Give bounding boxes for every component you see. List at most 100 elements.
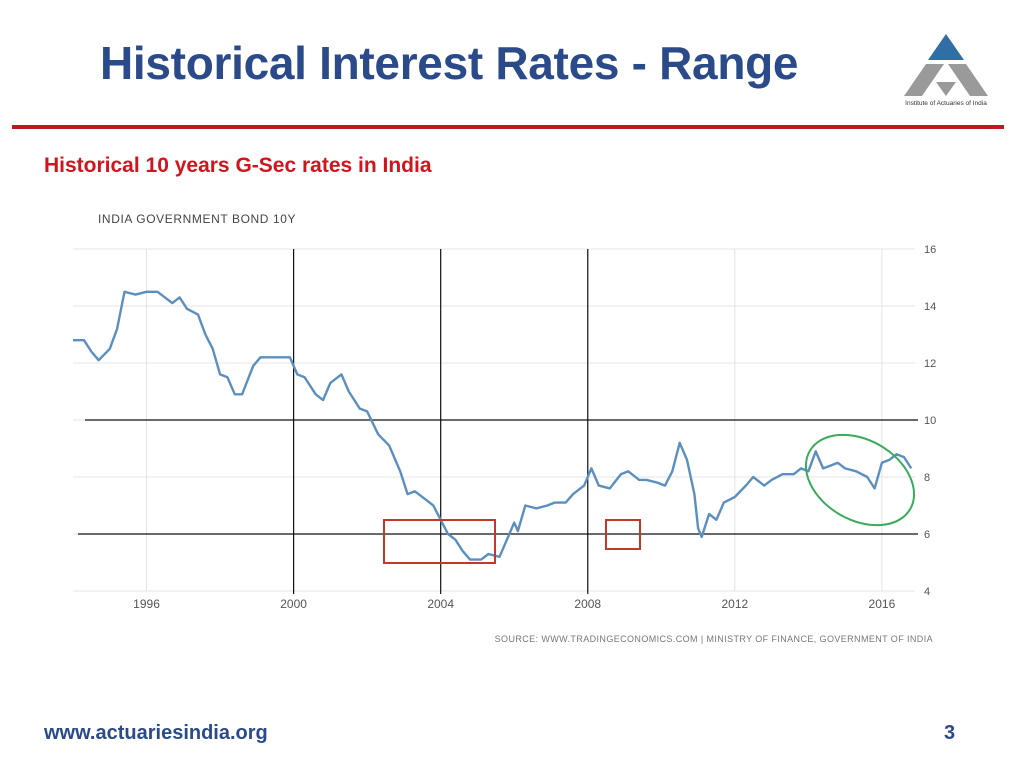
series-point-44 bbox=[454, 539, 456, 541]
series-point-77 bbox=[723, 501, 725, 503]
series-point-88 bbox=[822, 467, 824, 469]
series-point-54 bbox=[535, 507, 537, 509]
y-tick-label-16: 16 bbox=[924, 244, 936, 256]
series-line-india-10y bbox=[73, 290, 913, 561]
series-point-35 bbox=[377, 433, 379, 435]
series-point-68 bbox=[664, 484, 666, 486]
series-point-50 bbox=[506, 539, 508, 541]
y-tick-label-12: 12 bbox=[924, 358, 936, 370]
series-point-16 bbox=[212, 348, 214, 350]
series-point-71 bbox=[686, 459, 688, 461]
series-point-22 bbox=[259, 356, 261, 358]
series-point-62 bbox=[609, 487, 611, 489]
series-point-17 bbox=[219, 373, 221, 375]
series-point-6 bbox=[123, 291, 125, 293]
series-point-76 bbox=[715, 519, 717, 521]
institute-logo bbox=[904, 34, 988, 96]
series-point-81 bbox=[763, 484, 765, 486]
series-point-49 bbox=[498, 556, 500, 558]
x-tick-label-2004: 2004 bbox=[427, 597, 454, 611]
series-point-10 bbox=[164, 296, 166, 298]
series-point-25 bbox=[289, 356, 291, 358]
slide-title: Historical Interest Rates - Range bbox=[100, 37, 799, 89]
series-point-43 bbox=[447, 533, 449, 535]
logo-triangle-top bbox=[928, 34, 964, 60]
series-point-57 bbox=[565, 501, 567, 503]
page-number: 3 bbox=[944, 722, 956, 744]
series-point-27 bbox=[303, 376, 305, 378]
series-point-26 bbox=[296, 373, 298, 375]
series-point-46 bbox=[469, 558, 471, 560]
series-point-0 bbox=[72, 339, 74, 341]
series-point-29 bbox=[322, 399, 324, 401]
series-point-20 bbox=[241, 393, 243, 395]
series-point-9 bbox=[156, 291, 158, 293]
chart-source: SOURCE: WWW.TRADINGECONOMICS.COM | MINIS… bbox=[495, 634, 933, 644]
footer-url[interactable]: www.actuariesindia.org bbox=[44, 722, 268, 744]
series-point-2 bbox=[90, 350, 92, 352]
series-point-3 bbox=[98, 359, 100, 361]
bond-yield-chart: INDIA GOVERNMENT BOND 10Y 4 6 8 10 12 14 16 19… bbox=[72, 212, 936, 644]
series-point-8 bbox=[145, 291, 147, 293]
series-point-86 bbox=[807, 470, 809, 472]
series-point-7 bbox=[134, 293, 136, 295]
y-tick-label-6: 6 bbox=[924, 529, 930, 541]
series-point-92 bbox=[855, 470, 857, 472]
series-point-90 bbox=[837, 462, 839, 464]
title-divider bbox=[12, 125, 1004, 129]
series-point-79 bbox=[745, 484, 747, 486]
x-tick-label-2016: 2016 bbox=[869, 597, 896, 611]
series-point-28 bbox=[315, 393, 317, 395]
series-point-75 bbox=[708, 513, 710, 515]
series-point-60 bbox=[590, 467, 592, 469]
series-point-95 bbox=[881, 462, 883, 464]
series-point-56 bbox=[554, 501, 556, 503]
y-tick-label-14: 14 bbox=[924, 301, 936, 313]
series-point-24 bbox=[278, 356, 280, 358]
y-tick-label-4: 4 bbox=[924, 586, 930, 598]
series-point-23 bbox=[270, 356, 272, 358]
series-point-64 bbox=[627, 470, 629, 472]
x-tick-label-2008: 2008 bbox=[574, 597, 601, 611]
highlight-box-2003-2005 bbox=[383, 519, 496, 564]
series-point-55 bbox=[546, 504, 548, 506]
logo-triangle-right bbox=[948, 64, 988, 96]
series-point-97 bbox=[895, 453, 897, 455]
chart-subtitle: Historical 10 years G-Sec rates in India bbox=[44, 154, 432, 177]
series-point-41 bbox=[432, 504, 434, 506]
series-point-51 bbox=[513, 521, 515, 523]
series-point-70 bbox=[679, 442, 681, 444]
series-point-69 bbox=[671, 470, 673, 472]
series-point-63 bbox=[620, 473, 622, 475]
series-point-74 bbox=[701, 536, 703, 538]
x-tick-label-2000: 2000 bbox=[280, 597, 307, 611]
series-point-83 bbox=[781, 473, 783, 475]
series-point-87 bbox=[815, 450, 817, 452]
series-point-96 bbox=[888, 459, 890, 461]
series-point-31 bbox=[340, 373, 342, 375]
series-point-65 bbox=[638, 479, 640, 481]
series-point-61 bbox=[598, 484, 600, 486]
series-point-82 bbox=[770, 479, 772, 481]
y-axis-ticks: 4 6 8 10 12 14 16 bbox=[924, 244, 936, 598]
series-point-94 bbox=[873, 487, 875, 489]
series-point-39 bbox=[414, 490, 416, 492]
series-point-47 bbox=[480, 558, 482, 560]
series-point-53 bbox=[524, 504, 526, 506]
series-point-15 bbox=[204, 333, 206, 335]
series-point-19 bbox=[234, 393, 236, 395]
series-point-1 bbox=[83, 339, 85, 341]
series-point-98 bbox=[903, 456, 905, 458]
logo-triangle-mid bbox=[936, 82, 956, 96]
series-point-12 bbox=[178, 296, 180, 298]
series-point-73 bbox=[697, 527, 699, 529]
y-tick-label-10: 10 bbox=[924, 415, 936, 427]
series-point-37 bbox=[399, 470, 401, 472]
series-point-48 bbox=[487, 553, 489, 555]
y-tick-label-8: 8 bbox=[924, 472, 930, 484]
series-point-38 bbox=[406, 493, 408, 495]
series-point-33 bbox=[359, 407, 361, 409]
highlight-box-2009 bbox=[605, 519, 641, 550]
chart-title: INDIA GOVERNMENT BOND 10Y bbox=[98, 212, 296, 226]
reference-lines bbox=[78, 249, 918, 594]
